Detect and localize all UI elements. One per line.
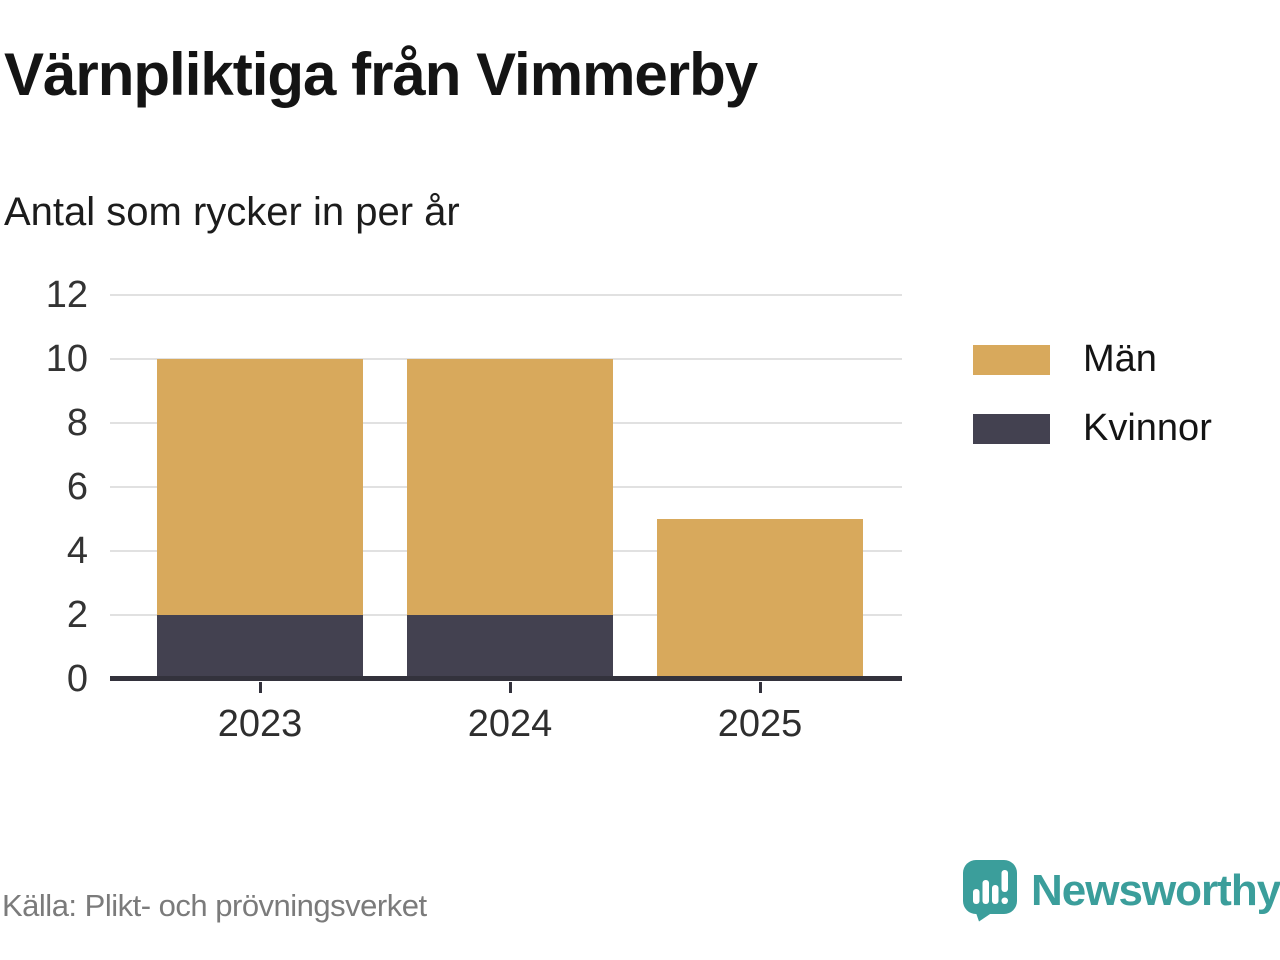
x-tick-label-2023: 2023 <box>217 703 303 745</box>
bar-2024-män <box>407 359 613 615</box>
gridline-y12 <box>110 294 902 296</box>
y-tick-label-8: 8 <box>66 402 88 444</box>
y-tick-label-4: 4 <box>66 530 88 572</box>
x-tick-label-2024: 2024 <box>467 703 553 745</box>
legend: Män Kvinnor <box>973 338 1212 476</box>
chart-title: Värnpliktiga från Vimmerby <box>4 41 758 108</box>
y-tick-label-10: 10 <box>45 338 88 380</box>
legend-swatch-man <box>973 344 1050 375</box>
bar-2024-kvinnor <box>407 615 613 679</box>
legend-item-kvinnor: Kvinnor <box>973 407 1212 450</box>
legend-label-man: Män <box>1083 338 1157 380</box>
newsworthy-chart-bubble-icon <box>963 860 1017 927</box>
x-tick-2023 <box>259 682 262 693</box>
y-tick-label-6: 6 <box>66 466 88 508</box>
x-tick-label-2025: 2025 <box>717 703 803 745</box>
bar-2023-män <box>157 359 363 615</box>
y-tick-label-0: 0 <box>66 658 88 700</box>
plot-area: 0 2 4 6 8 10 12 2023 2024 2025 <box>46 276 902 745</box>
bar-2025-män <box>657 519 863 679</box>
x-axis-baseline <box>110 676 902 681</box>
y-tick-label-12: 12 <box>45 274 88 316</box>
legend-item-man: Män <box>973 338 1212 381</box>
newsworthy-logo: Newsworthy <box>963 860 1280 927</box>
legend-label-kvinnor: Kvinnor <box>1083 407 1212 449</box>
newsworthy-wordmark: Newsworthy <box>1031 866 1280 915</box>
x-tick-2025 <box>759 682 762 693</box>
y-tick-label-2: 2 <box>66 594 88 636</box>
source-note: Källa: Plikt- och prövningsverket <box>2 888 427 923</box>
bar-2023-kvinnor <box>157 615 363 679</box>
legend-swatch-kvinnor <box>973 413 1050 444</box>
chart-subtitle: Antal som rycker in per år <box>4 190 460 234</box>
x-tick-2024 <box>509 682 512 693</box>
